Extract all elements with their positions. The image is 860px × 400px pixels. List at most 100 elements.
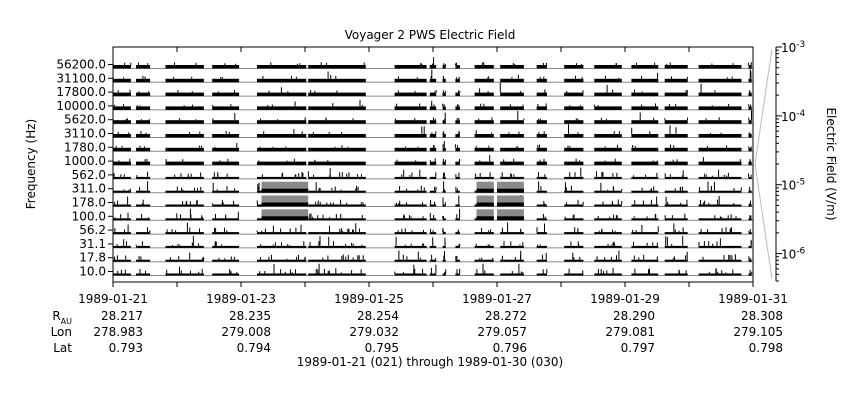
channel-spikes — [182, 199, 198, 205]
channel-spikes — [260, 254, 306, 260]
burst-core — [476, 202, 494, 207]
channel-spikes — [674, 186, 684, 191]
channel-spikes — [166, 222, 200, 233]
frequency-axis: 56200.031100.017800.010000.05620.03110.0… — [56, 58, 113, 279]
channel-spikes — [442, 90, 447, 93]
x-tick-label: 1989-01-31 — [718, 292, 788, 306]
channel-trace-segment — [631, 259, 659, 262]
channel-spikes — [604, 75, 620, 79]
channel-spikes — [189, 131, 201, 134]
channel-spikes — [329, 223, 360, 233]
channel-spikes — [135, 241, 143, 246]
channel-trace-segment — [394, 120, 427, 124]
channel-spikes — [634, 89, 643, 93]
channel-trace-segment — [455, 245, 460, 248]
channel-trace-segment — [429, 245, 437, 248]
channel-trace-segment — [113, 120, 131, 124]
channel-spikes — [309, 213, 363, 219]
channel-trace-segment — [594, 190, 622, 193]
channel-trace-segment — [212, 273, 240, 276]
channel-trace-segment — [536, 120, 547, 124]
channel-trace-segment — [113, 218, 131, 221]
channel-trace-segment — [664, 147, 688, 152]
channel-trace-segment — [536, 92, 547, 97]
channel-trace-segment — [564, 161, 584, 166]
ephemeris-value: 28.290 — [613, 309, 655, 323]
channel-spikes — [501, 222, 522, 233]
channel-trace-segment — [455, 78, 460, 83]
channel-trace-segment — [536, 106, 547, 110]
channel-spikes — [664, 170, 684, 177]
channel-trace-segment — [308, 245, 366, 248]
channel-trace-segment — [594, 161, 622, 166]
ephemeris-value: 279.008 — [221, 325, 271, 339]
channel-spikes — [442, 216, 444, 219]
y-tick-label: 1780.0 — [64, 140, 106, 154]
channel-trace-segment — [136, 78, 151, 83]
channel-spikes — [454, 62, 457, 65]
channel-spikes — [568, 124, 579, 134]
channel-trace-segment — [631, 273, 659, 276]
channel-spikes — [434, 186, 437, 191]
channel-spikes — [509, 104, 524, 107]
channel-spikes — [669, 125, 677, 134]
channel-spikes — [596, 171, 618, 177]
channel-spikes — [420, 62, 423, 65]
channel-trace-segment — [136, 232, 151, 235]
channel-spikes — [678, 269, 687, 274]
channel-trace-segment — [698, 232, 742, 235]
channel-spikes — [442, 228, 444, 233]
channel-spikes — [315, 263, 362, 274]
channel-trace-segment — [631, 245, 659, 248]
ephemeris-value: 0.797 — [621, 341, 655, 355]
x-tick-label: 1989-01-27 — [462, 292, 532, 306]
channel-trace-segment — [442, 147, 446, 152]
channel-spikes — [631, 127, 651, 134]
channel-trace-segment — [594, 106, 622, 110]
colorbar-tick-exponent: -3 — [796, 40, 805, 50]
channel-trace-segment — [536, 218, 547, 221]
channel-spikes — [699, 181, 742, 191]
channel-spikes — [212, 182, 236, 191]
burst-band — [497, 195, 524, 207]
channel-spikes — [147, 227, 151, 233]
channel-trace-segment — [308, 190, 366, 193]
channel-spikes — [405, 146, 419, 148]
channel-trace-segment — [165, 147, 204, 152]
channel-trace-segment — [212, 161, 240, 166]
channel-spikes — [114, 212, 129, 219]
channel-trace-segment — [664, 65, 688, 69]
channel-spikes — [475, 130, 493, 134]
channel-trace-segment — [748, 218, 752, 221]
channel-trace-segment — [113, 134, 131, 138]
channel-spikes — [198, 145, 202, 148]
channel-spikes — [598, 228, 616, 233]
channel-spikes — [312, 131, 343, 134]
channel-spikes — [431, 100, 435, 107]
channel-trace-segment — [564, 190, 584, 193]
channel-spikes — [144, 158, 148, 162]
burst-core — [261, 188, 309, 193]
channel-trace-segment — [429, 204, 437, 207]
channel-spikes — [457, 104, 460, 107]
channel-spikes — [394, 118, 416, 121]
channel-trace-segment — [631, 232, 659, 235]
channel-trace-segment — [536, 147, 547, 152]
channel-spikes — [511, 263, 524, 274]
channel-spikes — [398, 250, 421, 260]
channel-trace-segment — [113, 147, 131, 152]
channel-spikes — [176, 208, 203, 219]
channel-trace-segment — [455, 134, 460, 138]
channel-trace-segment — [442, 204, 446, 207]
channel-trace-segment — [664, 176, 688, 179]
channel-spikes — [668, 104, 677, 107]
channel-spikes — [700, 83, 716, 93]
channel-spikes — [666, 62, 671, 65]
channel-spikes — [444, 112, 446, 121]
channel-trace-segment — [664, 134, 688, 138]
channel-spikes — [702, 254, 736, 260]
ephemeris-row-label: Lon — [51, 325, 72, 339]
y-tick-label: 17.8 — [79, 251, 106, 265]
channel-spikes — [258, 158, 295, 162]
channel-trace-segment — [631, 120, 659, 124]
